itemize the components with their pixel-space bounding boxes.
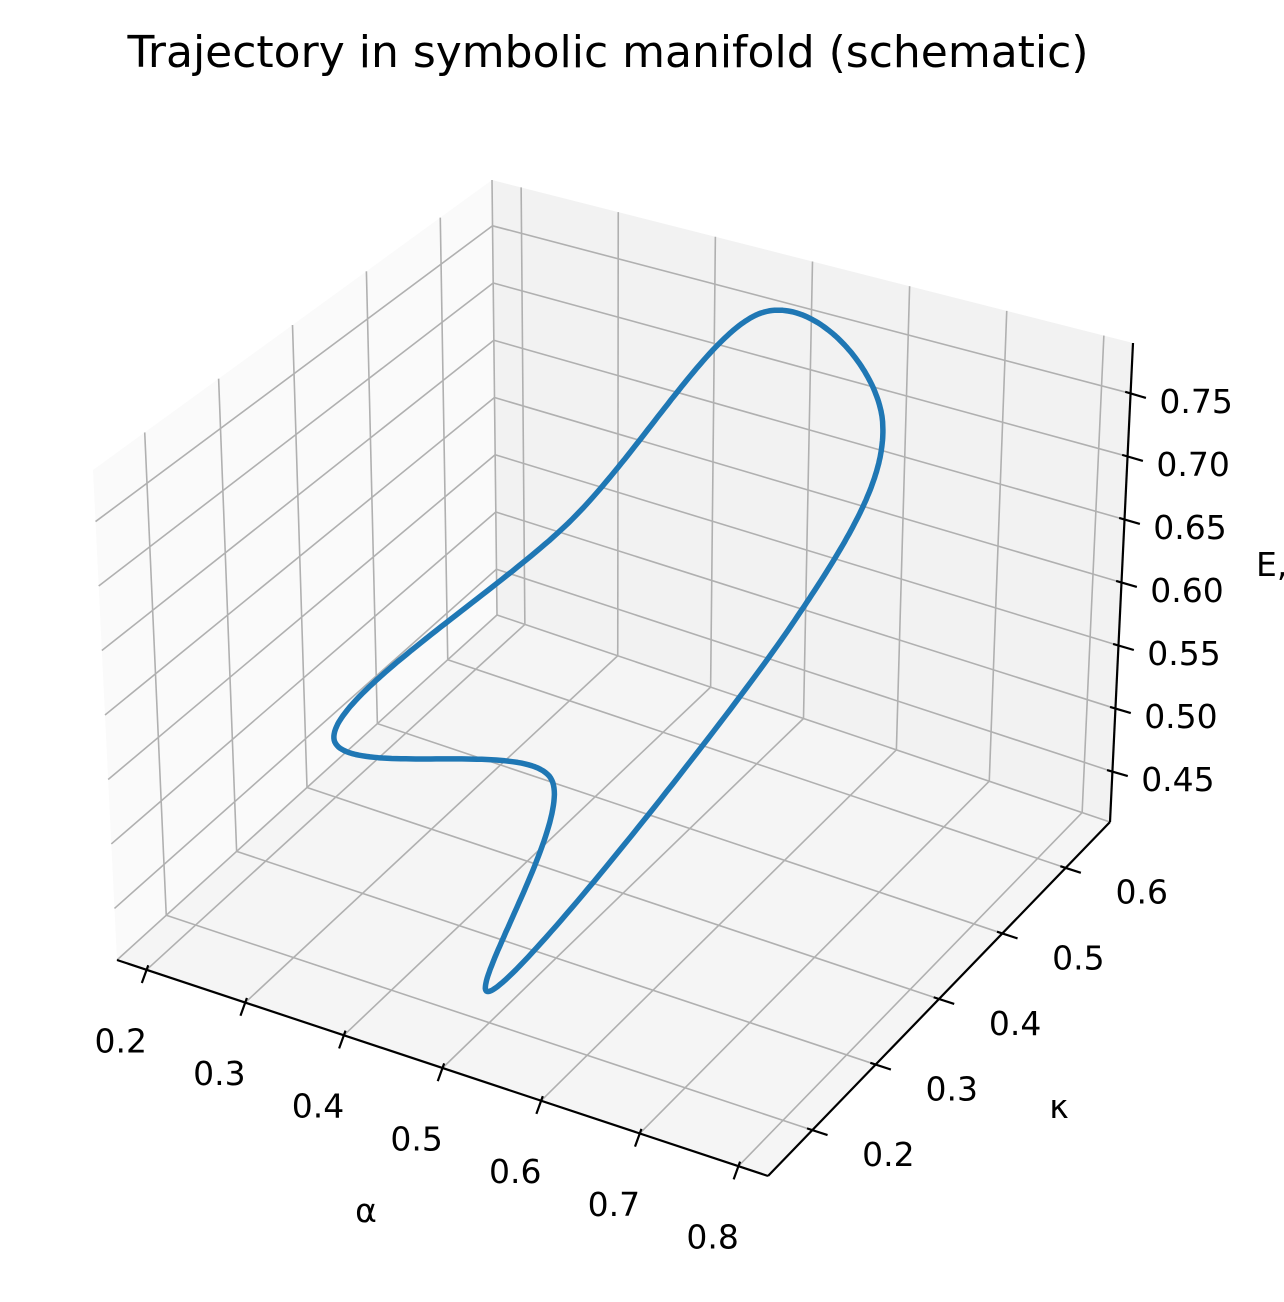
y-grid-floor bbox=[166, 914, 813, 1131]
x-tick bbox=[239, 997, 248, 1017]
z-axis-label: E, bbox=[1256, 545, 1284, 584]
y-tick-label: 0.3 bbox=[925, 1069, 977, 1108]
z-tick bbox=[1109, 705, 1132, 715]
x-tick bbox=[633, 1128, 643, 1147]
x-tick-label: 0.2 bbox=[94, 1021, 146, 1060]
x-tick-label: 0.3 bbox=[193, 1054, 245, 1093]
z-grid-back bbox=[492, 282, 1128, 458]
z-tick-label: 0.65 bbox=[1153, 508, 1226, 547]
x-tick bbox=[338, 1030, 347, 1049]
x-tick-label: 0.7 bbox=[588, 1185, 640, 1224]
z-tick-label: 0.55 bbox=[1147, 634, 1220, 673]
y-tick bbox=[1060, 865, 1082, 874]
y-tick-label: 0.6 bbox=[1115, 873, 1167, 912]
x-axis-label: α bbox=[355, 1191, 377, 1230]
x-tick bbox=[732, 1161, 742, 1180]
y-grid-floor bbox=[306, 786, 940, 1000]
x-tick-label: 0.6 bbox=[489, 1152, 541, 1191]
y-tick bbox=[870, 1061, 892, 1071]
z-grid-left bbox=[107, 454, 496, 781]
y-grid-floor bbox=[447, 658, 1066, 869]
x-tick bbox=[436, 1063, 446, 1082]
x-tick-label: 0.5 bbox=[390, 1120, 442, 1159]
z-grid-back bbox=[493, 339, 1125, 521]
y-axis-label: κ bbox=[1049, 1087, 1068, 1126]
axis-panes bbox=[93, 180, 1133, 1176]
pane-edge bbox=[496, 614, 1111, 823]
z-tick-label: 0.50 bbox=[1144, 697, 1217, 736]
y-tick-label: 0.4 bbox=[989, 1004, 1041, 1043]
z-tick-label: 0.45 bbox=[1141, 760, 1214, 799]
z-tick bbox=[1118, 516, 1141, 526]
z-tick bbox=[1112, 642, 1135, 652]
z-grid-back bbox=[494, 396, 1122, 584]
z-grid-left bbox=[95, 225, 494, 523]
z-grid-back bbox=[492, 225, 1131, 395]
z-tick bbox=[1106, 768, 1129, 778]
z-grid-left bbox=[98, 282, 494, 587]
pane-edge bbox=[491, 179, 498, 616]
z-grid-back bbox=[495, 511, 1116, 710]
z-grid-back bbox=[496, 568, 1113, 773]
y-tick bbox=[996, 930, 1018, 940]
series-line-0 bbox=[331, 307, 886, 995]
z-tick bbox=[1115, 579, 1138, 589]
series-layer bbox=[331, 307, 886, 995]
z-grid-left bbox=[101, 339, 495, 652]
z-tick-label: 0.75 bbox=[1159, 382, 1232, 421]
chart-title: Trajectory in symbolic manifold (schemat… bbox=[126, 27, 1088, 78]
z-tick-label: 0.60 bbox=[1150, 571, 1223, 610]
z-tick-label: 0.70 bbox=[1156, 445, 1229, 484]
x-tick bbox=[535, 1095, 544, 1115]
y-grid-floor bbox=[236, 850, 876, 1066]
z-grid-left bbox=[110, 511, 497, 845]
left-pane bbox=[93, 180, 497, 960]
z-tick bbox=[1121, 453, 1144, 462]
y-tick-label: 0.2 bbox=[862, 1135, 914, 1174]
z-tick bbox=[1124, 390, 1147, 399]
back-pane bbox=[492, 180, 1133, 822]
y-tick bbox=[806, 1127, 828, 1137]
z-grid-left bbox=[113, 568, 498, 910]
y-tick bbox=[933, 996, 955, 1006]
x-tick-label: 0.4 bbox=[292, 1087, 344, 1126]
y-tick-label: 0.5 bbox=[1052, 938, 1104, 977]
x-tick bbox=[140, 964, 150, 984]
x-tick-label: 0.8 bbox=[686, 1218, 738, 1257]
pane-edge bbox=[116, 614, 498, 961]
z-grid-left bbox=[104, 396, 496, 716]
tick-layer: 0.2 0.3 0.4 0.5 0.6 0.7 0.8 0.2 0.3 0.4 0.5 0.6 0.45… bbox=[94, 382, 1232, 1257]
